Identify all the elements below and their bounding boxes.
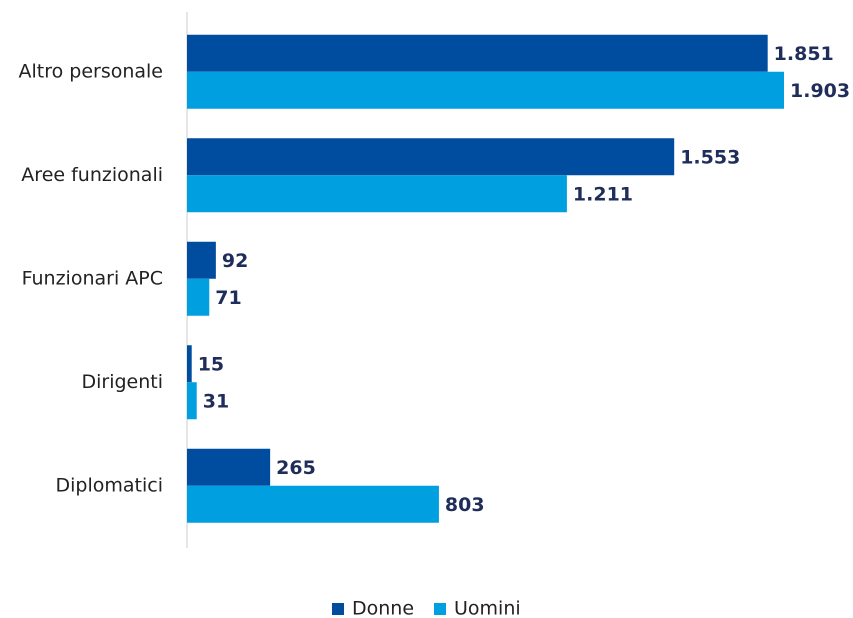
category-label: Diplomatici (56, 474, 163, 496)
bar (187, 278, 210, 316)
value-label: 1.851 (774, 43, 834, 65)
value-label: 265 (276, 457, 316, 479)
value-label: 803 (445, 494, 485, 516)
legend-swatch (332, 603, 344, 615)
value-label: 92 (222, 250, 248, 272)
legend-label: Donne (352, 598, 414, 618)
legend-swatch (434, 603, 446, 615)
bar (187, 345, 192, 383)
category-label: Dirigenti (81, 371, 163, 393)
category-label: Altro personale (18, 60, 163, 82)
bar (187, 71, 784, 109)
bar (187, 448, 271, 486)
bar (187, 241, 216, 279)
category-label: Funzionari APC (22, 267, 163, 289)
bar (187, 34, 768, 72)
bar (187, 138, 675, 176)
value-label: 15 (198, 353, 224, 375)
value-label: 1.903 (790, 80, 850, 102)
value-label: 31 (203, 390, 229, 412)
legend-label: Uomini (454, 598, 521, 618)
value-label: 71 (215, 287, 241, 309)
category-label: Aree funzionali (21, 164, 163, 186)
value-label: 1.553 (680, 146, 740, 168)
bar (187, 382, 197, 420)
value-label: 1.211 (573, 183, 633, 205)
bar (187, 485, 439, 523)
bar (187, 175, 567, 213)
